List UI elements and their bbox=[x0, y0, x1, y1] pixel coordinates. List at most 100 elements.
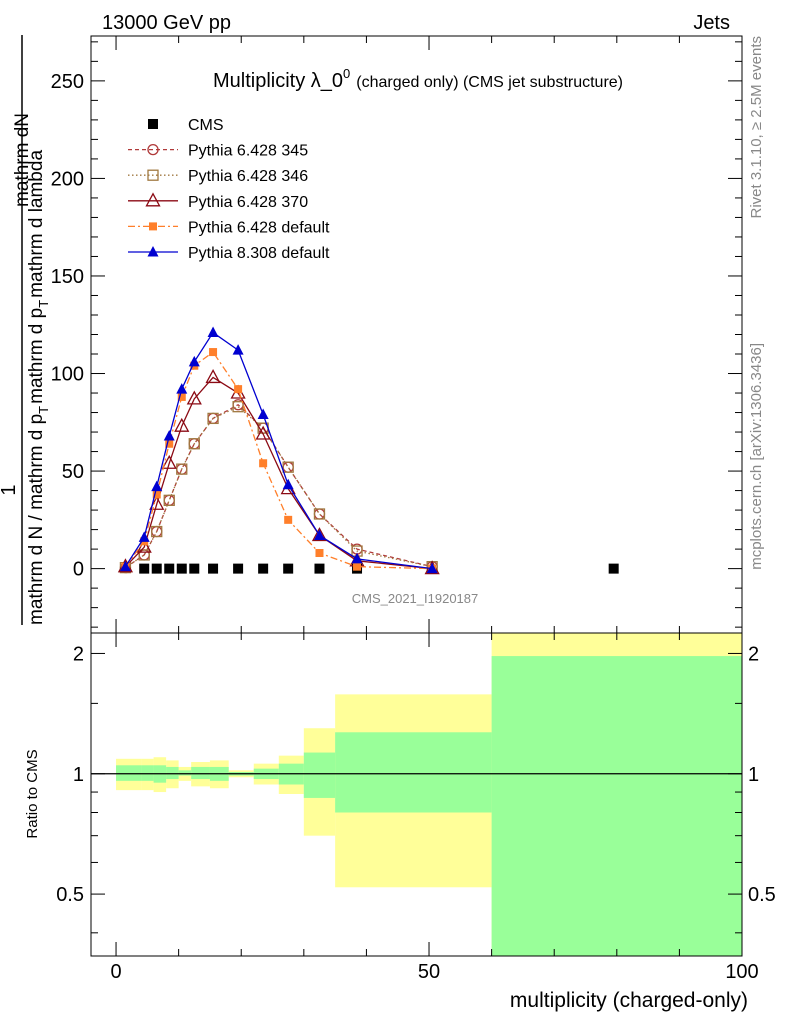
ratio-band-inner bbox=[178, 770, 192, 776]
point-p345 bbox=[282, 461, 294, 473]
point-p346 bbox=[282, 461, 294, 473]
point-p8def bbox=[138, 531, 150, 542]
ratio-band-inner bbox=[116, 765, 142, 781]
main-ytick-label: 200 bbox=[51, 168, 84, 190]
point-p8def bbox=[282, 478, 294, 490]
ratio-ytick-label: 0.5 bbox=[56, 884, 84, 906]
point-p370 bbox=[149, 495, 165, 510]
series-p6def bbox=[121, 348, 437, 573]
point-p370 bbox=[311, 527, 328, 542]
point-p6def bbox=[234, 385, 243, 394]
point-p370 bbox=[255, 425, 271, 440]
point-p346 bbox=[138, 549, 150, 561]
series-line-p346 bbox=[125, 405, 433, 569]
ratio-ticks bbox=[91, 633, 743, 956]
main-ytick-label: 150 bbox=[51, 266, 84, 288]
point-p346 bbox=[163, 494, 175, 506]
ratio-ytick-label-right: 2 bbox=[748, 643, 759, 665]
ratio-frame bbox=[90, 632, 743, 957]
plot-subtitle: (charged only) (CMS jet substructure) bbox=[356, 74, 623, 91]
point-p370 bbox=[161, 454, 177, 469]
ratio-y-tick-labels: 0.5 0.5 1 1 2 2 bbox=[56, 643, 776, 906]
point-p8def bbox=[207, 326, 219, 338]
legend-marker bbox=[147, 246, 159, 257]
series-line-p370 bbox=[124, 376, 433, 570]
y-label-den-c: mathrm d lambda bbox=[26, 150, 47, 298]
ratio-band-inner bbox=[166, 766, 179, 780]
point-cms bbox=[608, 563, 619, 574]
legend-label: CMS bbox=[188, 117, 224, 134]
ratio-ytick-label-right: 0.5 bbox=[748, 884, 776, 906]
point-p6def bbox=[165, 439, 174, 448]
point-cms bbox=[314, 563, 325, 574]
plot-title-sup: 0 bbox=[343, 66, 350, 81]
point-p8def bbox=[351, 552, 363, 564]
legend-marker bbox=[147, 143, 159, 156]
legend-marker bbox=[149, 222, 157, 231]
plot-title: Multiplicity λ_00 (charged only) (CMS jet… bbox=[213, 66, 623, 92]
header-left: 13000 GeV pp bbox=[102, 12, 231, 34]
watermark: CMS_2021_I1920187 bbox=[352, 591, 479, 606]
point-p8def bbox=[313, 529, 325, 540]
series-p346 bbox=[119, 401, 438, 574]
point-p345 bbox=[163, 494, 175, 506]
ratio-ytick-label: 1 bbox=[73, 764, 84, 786]
point-p6def bbox=[284, 515, 293, 524]
main-plot: 0 50 100 150 200 250 CMS_2021_I1920187 Multip… bbox=[0, 35, 743, 634]
point-cms bbox=[151, 563, 162, 574]
legend-marker bbox=[145, 192, 161, 207]
point-p6def bbox=[315, 549, 324, 558]
legend-item-p8def: Pythia 8.308 default bbox=[128, 245, 330, 262]
point-p8def bbox=[163, 429, 175, 441]
point-cms bbox=[139, 563, 150, 574]
point-p346 bbox=[188, 438, 200, 450]
legend-label: Pythia 8.308 default bbox=[188, 245, 330, 262]
point-p370 bbox=[174, 417, 190, 432]
point-p370 bbox=[186, 390, 202, 405]
point-cms bbox=[258, 563, 269, 574]
ratio-y-label: Ratio to CMS bbox=[24, 749, 41, 838]
main-ytick-label: 100 bbox=[51, 364, 84, 386]
point-p8def bbox=[188, 355, 200, 367]
series-p8def bbox=[119, 326, 438, 574]
ratio-bands bbox=[116, 633, 742, 956]
point-p8def bbox=[257, 408, 269, 419]
legend-label: Pythia 6.428 370 bbox=[188, 194, 308, 211]
legend-item-p370: Pythia 6.428 370 bbox=[128, 192, 308, 211]
point-p8def bbox=[176, 383, 188, 394]
ratio-band-inner bbox=[491, 656, 742, 956]
legend-label: Pythia 6.428 default bbox=[188, 219, 330, 236]
y-label-one: 1 bbox=[0, 484, 20, 495]
y-label-sub-t2: T bbox=[36, 300, 51, 308]
series-p345 bbox=[119, 399, 438, 574]
point-p8def bbox=[232, 344, 244, 355]
point-p6def bbox=[353, 562, 362, 571]
series-cms bbox=[139, 563, 619, 574]
ratio-band-inner bbox=[335, 732, 492, 813]
ratio-plot: 0.5 0.5 1 1 2 2 0 50 100 Ratio to CMS multiplic… bbox=[24, 632, 776, 1012]
y-label-sub-t: T bbox=[36, 406, 51, 414]
rivet-label: Rivet 3.1.10, ≥ 2.5M events bbox=[748, 36, 765, 219]
legend: CMS Pythia 6.428 345 Pythia 6.428 346 Pythi… bbox=[128, 117, 330, 262]
point-p8def bbox=[119, 560, 131, 572]
legend-marker bbox=[148, 119, 158, 129]
point-cms bbox=[233, 563, 244, 574]
plot-title-main: Multiplicity λ_0 bbox=[213, 70, 343, 92]
x-tick-label: 50 bbox=[418, 961, 440, 983]
legend-item-p6def: Pythia 6.428 default bbox=[128, 219, 330, 236]
ratio-ytick-label: 2 bbox=[73, 643, 84, 665]
main-ytick-label: 250 bbox=[51, 71, 84, 93]
main-ytick-label: 50 bbox=[62, 461, 84, 483]
ratio-ytick-label-right: 1 bbox=[748, 764, 759, 786]
point-cms bbox=[189, 563, 200, 574]
main-ytick-label: 0 bbox=[73, 559, 84, 581]
legend-item-p346: Pythia 6.428 346 bbox=[128, 168, 308, 185]
y-label-den-a: mathrm d N / mathrm d p bbox=[26, 414, 47, 625]
point-p6def bbox=[209, 348, 218, 357]
point-p346 bbox=[313, 508, 326, 520]
main-ticks bbox=[91, 36, 743, 633]
legend-label: Pythia 6.428 346 bbox=[188, 168, 308, 185]
point-p6def bbox=[177, 392, 186, 401]
main-y-tick-labels: 0 50 100 150 200 250 bbox=[51, 71, 84, 581]
